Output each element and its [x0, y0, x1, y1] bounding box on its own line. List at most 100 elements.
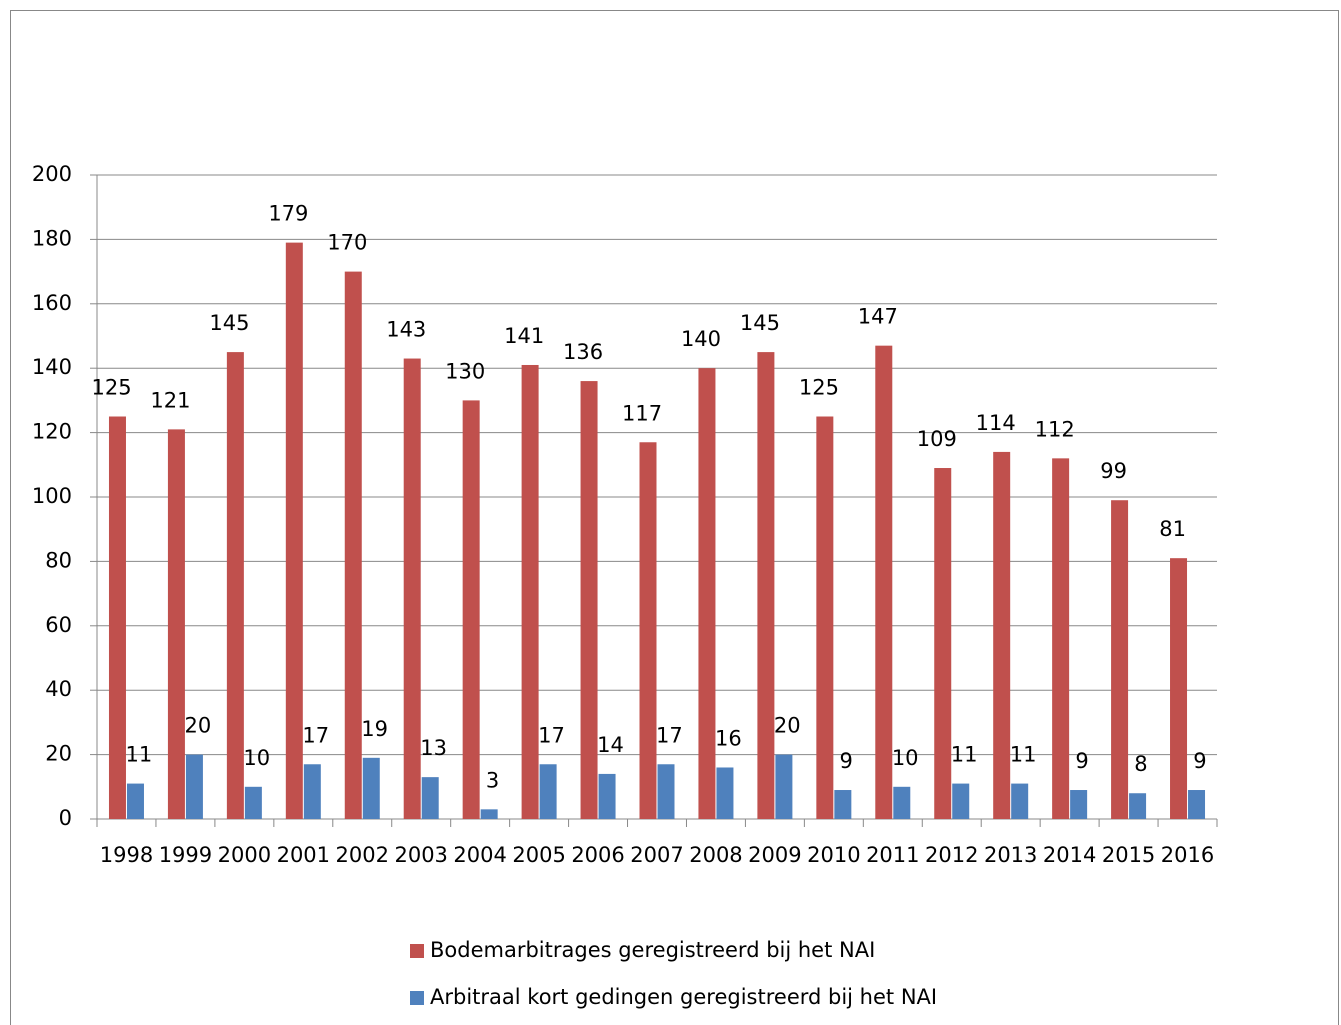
- bar: [816, 416, 834, 819]
- x-tick-label: 2013: [984, 843, 1037, 867]
- data-label: 109: [917, 427, 957, 451]
- data-label: 20: [184, 714, 211, 738]
- bar: [303, 764, 321, 819]
- y-tick-label: 100: [32, 484, 72, 508]
- bar: [403, 358, 421, 819]
- data-label: 9: [1193, 749, 1206, 773]
- data-label: 17: [656, 723, 683, 747]
- bar: [167, 429, 185, 819]
- data-label: 99: [1100, 459, 1127, 483]
- data-label: 19: [361, 717, 388, 741]
- x-tick-label: 2002: [336, 843, 389, 867]
- y-tick-label: 200: [32, 162, 72, 186]
- bar: [539, 764, 557, 819]
- bar: [893, 786, 911, 819]
- chart-frame: [10, 10, 1339, 1025]
- bar: [993, 451, 1011, 819]
- x-tick-label: 2004: [453, 843, 506, 867]
- bar: [834, 790, 852, 819]
- x-tick-label: 2007: [630, 843, 683, 867]
- x-tick-label: 2011: [866, 843, 919, 867]
- y-tick-label: 140: [32, 355, 72, 379]
- legend-swatch: [410, 991, 424, 1005]
- bar: [657, 764, 675, 819]
- bar: [775, 754, 793, 819]
- data-label: 125: [91, 376, 131, 400]
- data-label: 3: [486, 768, 499, 792]
- bar: [1052, 458, 1070, 819]
- x-tick-label: 2009: [748, 843, 801, 867]
- data-label: 8: [1134, 752, 1147, 776]
- x-tick-label: 1999: [159, 843, 212, 867]
- data-label: 11: [126, 743, 153, 767]
- bar: [1111, 500, 1129, 819]
- bar: [462, 400, 480, 819]
- x-tick-label: 2012: [925, 843, 978, 867]
- bar: [362, 757, 380, 819]
- bar: [1129, 793, 1147, 819]
- bar: [108, 416, 126, 819]
- bar: [716, 767, 734, 819]
- data-label: 140: [681, 327, 721, 351]
- bar: [421, 777, 439, 819]
- x-tick-label: 2000: [218, 843, 271, 867]
- bar: [480, 809, 498, 819]
- bar: [934, 468, 952, 819]
- x-tick-label: 2014: [1043, 843, 1096, 867]
- bar: [285, 242, 303, 819]
- data-label: 125: [799, 376, 839, 400]
- x-tick-label: 2003: [394, 843, 447, 867]
- bar: [1070, 790, 1088, 819]
- bar: [126, 783, 144, 819]
- legend-label: Bodemarbitrages geregistreerd bij het NA…: [430, 938, 875, 962]
- bar: [521, 364, 539, 819]
- bar: [757, 352, 775, 819]
- x-tick-label: 2008: [689, 843, 742, 867]
- bar: [1011, 783, 1029, 819]
- data-label: 121: [150, 388, 190, 412]
- data-label: 170: [327, 231, 367, 255]
- y-tick-label: 0: [59, 806, 72, 830]
- data-label: 13: [420, 736, 447, 760]
- y-tick-label: 80: [45, 548, 72, 572]
- legend-label: Arbitraal kort gedingen geregistreerd bi…: [430, 985, 937, 1009]
- bar: [1170, 558, 1188, 819]
- data-label: 81: [1159, 517, 1186, 541]
- x-tick-label: 2010: [807, 843, 860, 867]
- bar: [185, 754, 203, 819]
- data-label: 145: [740, 311, 780, 335]
- data-label: 11: [951, 743, 978, 767]
- x-tick-label: 2006: [571, 843, 624, 867]
- data-label: 112: [1035, 417, 1075, 441]
- data-label: 117: [622, 401, 662, 425]
- data-label: 136: [563, 340, 603, 364]
- data-label: 17: [538, 723, 565, 747]
- bar: [952, 783, 970, 819]
- bar: [580, 381, 598, 819]
- data-label: 141: [504, 324, 544, 348]
- y-tick-label: 160: [32, 291, 72, 315]
- y-tick-label: 40: [45, 677, 72, 701]
- data-label: 16: [715, 726, 742, 750]
- bar: [226, 352, 244, 819]
- x-tick-label: 2005: [512, 843, 565, 867]
- data-label: 17: [302, 723, 329, 747]
- x-tick-label: 2015: [1102, 843, 1155, 867]
- y-tick-label: 120: [32, 420, 72, 444]
- data-label: 130: [445, 359, 485, 383]
- y-tick-label: 60: [45, 613, 72, 637]
- x-tick-label: 1998: [100, 843, 153, 867]
- y-tick-label: 180: [32, 226, 72, 250]
- data-label: 9: [1075, 749, 1088, 773]
- y-tick-label: 20: [45, 742, 72, 766]
- legend-swatch: [410, 944, 424, 958]
- x-tick-label: 2016: [1161, 843, 1214, 867]
- data-label: 179: [268, 202, 308, 226]
- x-tick-label: 2001: [277, 843, 330, 867]
- data-label: 10: [892, 746, 919, 770]
- data-label: 14: [597, 733, 624, 757]
- bar: [698, 368, 716, 819]
- bar: [598, 773, 616, 819]
- bar: [244, 786, 262, 819]
